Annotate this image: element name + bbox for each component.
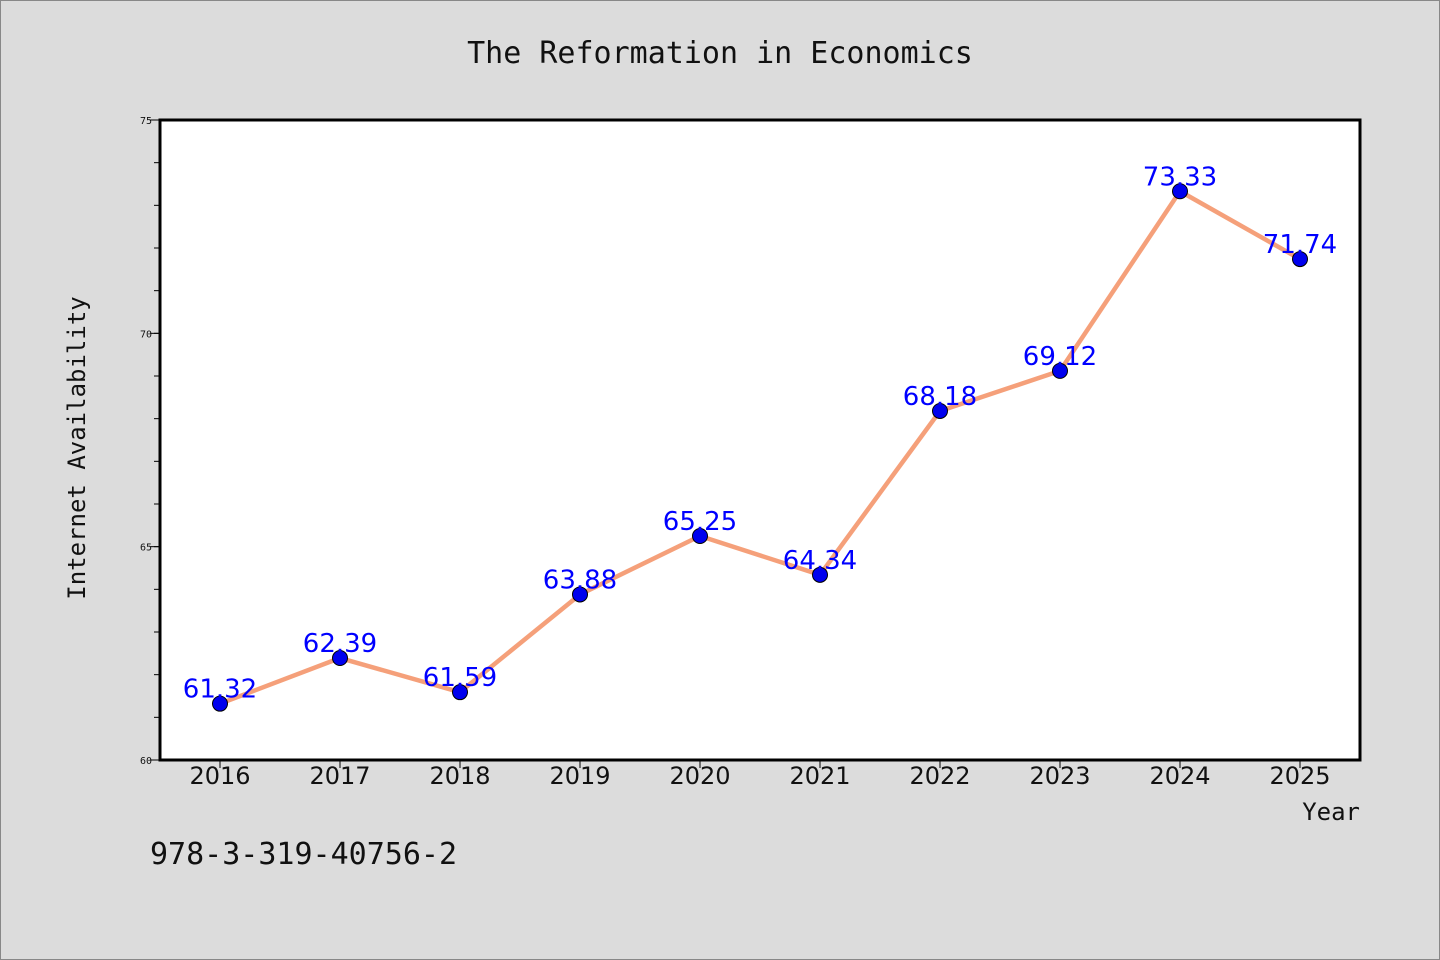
data-label: 61.59 xyxy=(423,663,497,693)
plot-area xyxy=(160,120,1360,760)
x-tick-label: 2019 xyxy=(549,762,610,790)
chart-title: The Reformation in Economics xyxy=(467,36,973,71)
data-point xyxy=(812,566,828,583)
data-label: 73.33 xyxy=(1143,162,1217,192)
data-label: 63.88 xyxy=(543,565,617,595)
data-point xyxy=(332,650,348,667)
x-tick-label: 2023 xyxy=(1029,762,1090,790)
x-tick-label: 2025 xyxy=(1269,762,1330,790)
x-tick-label: 2020 xyxy=(669,762,730,790)
data-point xyxy=(572,586,588,603)
data-point xyxy=(1172,183,1188,200)
x-tick-label: 2016 xyxy=(189,762,250,790)
x-tick-label: 2024 xyxy=(1149,762,1210,790)
data-label: 71.74 xyxy=(1263,230,1337,260)
data-label: 62.39 xyxy=(303,629,377,659)
y-tick-label: 75 xyxy=(140,116,152,127)
y-tick-label: 70 xyxy=(140,329,152,340)
data-point xyxy=(212,695,228,712)
footer-identifier: 978-3-319-40756-2 xyxy=(150,837,457,872)
data-label: 64.34 xyxy=(783,546,857,576)
data-point xyxy=(452,684,468,701)
data-point xyxy=(932,402,948,419)
data-label: 61.32 xyxy=(183,675,257,705)
data-point xyxy=(1052,362,1068,379)
data-point xyxy=(1292,251,1308,268)
data-label: 65.25 xyxy=(663,507,737,537)
x-axis-label: Year xyxy=(1302,798,1360,826)
data-label: 69.12 xyxy=(1023,342,1097,372)
plot-frame xyxy=(158,118,1362,762)
data-point xyxy=(692,528,708,544)
x-tick-label: 2018 xyxy=(429,762,490,790)
chart-marks: 60 65 70 75 2016 2017 2018 2019 2020 2021 2022 2023… xyxy=(140,116,1337,790)
y-axis-label: Internet Availability xyxy=(63,296,91,599)
x-tick-label: 2022 xyxy=(909,762,970,790)
x-tick-label: 2021 xyxy=(789,762,850,790)
x-tick-label: 2017 xyxy=(309,762,370,790)
series-line xyxy=(217,189,1303,706)
y-tick-label: 60 xyxy=(140,756,152,767)
y-tick-label: 65 xyxy=(140,543,152,554)
data-label: 68.18 xyxy=(903,382,977,412)
